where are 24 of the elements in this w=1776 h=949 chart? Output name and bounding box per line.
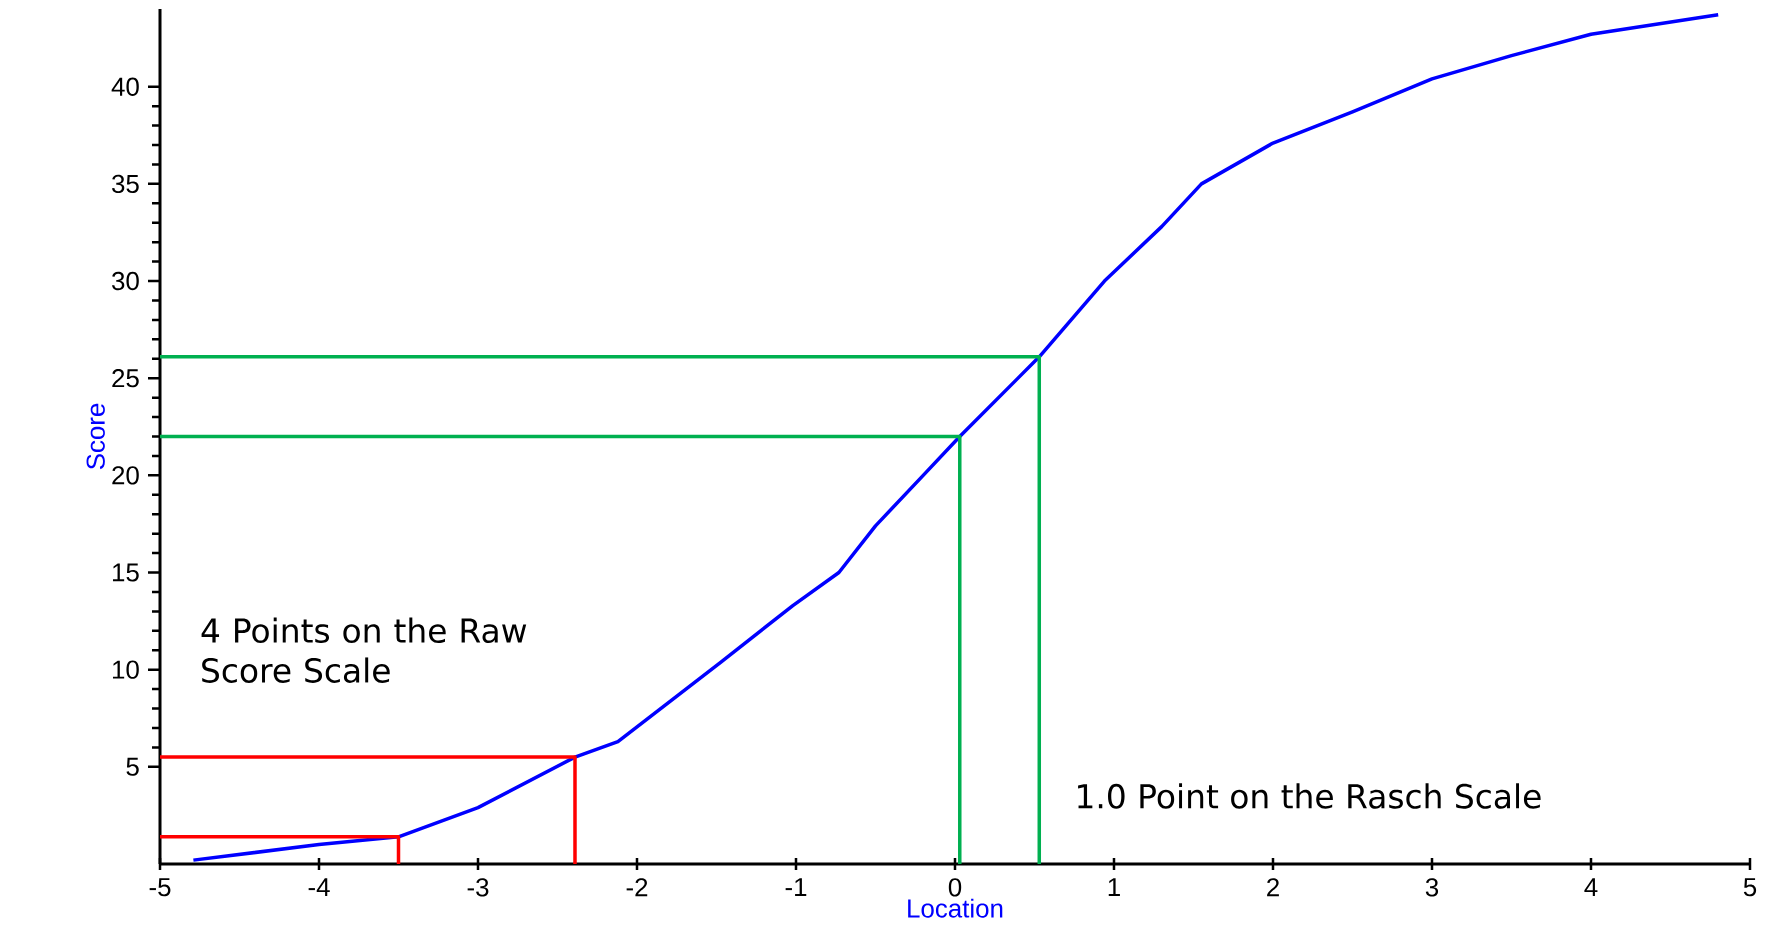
x-tick-label: -4	[308, 878, 330, 896]
line-series	[191, 13, 1720, 862]
x-tick-label: 3	[1425, 878, 1439, 897]
x-tick-label: 0	[948, 878, 962, 897]
y-tick-label: 40	[111, 77, 139, 96]
y-tick-label: 30	[112, 271, 139, 291]
x-tick-label: 5	[1743, 878, 1757, 897]
y-tick-label: 15	[112, 563, 139, 582]
x-axis-title: Location	[908, 898, 1003, 918]
y-tick-label: 20	[112, 466, 139, 485]
x-tick-label: -3	[467, 878, 489, 897]
annotation: 1.0 Point on the Rasch Scale	[1078, 783, 1541, 809]
x-tick-label: 2	[1267, 878, 1279, 897]
x-tick-label: -5	[149, 878, 171, 897]
y-tick-label: 5	[126, 757, 139, 776]
y-tick-label: 10	[112, 660, 139, 679]
y-axis-title: Score	[86, 403, 105, 470]
y-tick-label: 25	[112, 369, 139, 388]
y-tick-label: 35	[112, 174, 139, 194]
x-tick-label: 4	[1584, 878, 1598, 896]
x-tick-label: -1	[785, 878, 807, 896]
x-tick-label: 1	[1108, 878, 1120, 896]
x-tick-label: -2	[626, 878, 648, 897]
annotation: 4 Points on the Raw Score Scale	[201, 617, 527, 683]
